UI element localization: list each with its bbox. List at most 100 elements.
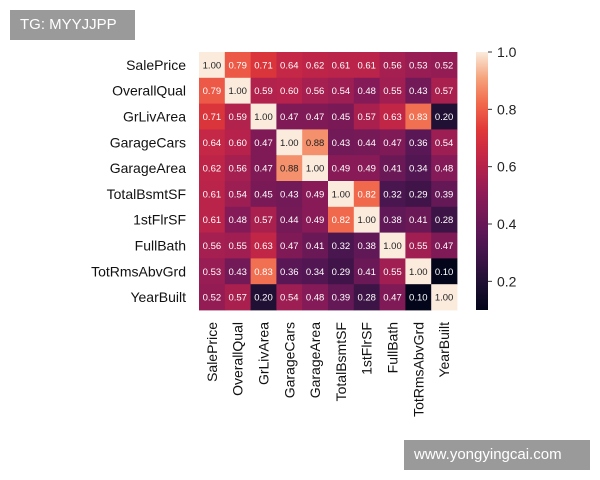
cell-value-label: 0.10 <box>435 267 454 278</box>
cell-value-label: 0.57 <box>435 86 454 97</box>
heatmap-cell <box>224 103 251 130</box>
colorbar-tick-label: 1.0 <box>497 44 517 60</box>
cell-value-label: 1.00 <box>306 164 325 175</box>
heatmap-cell <box>276 181 303 208</box>
heatmap-cell <box>353 284 380 311</box>
cell-value-label: 0.62 <box>306 60 325 71</box>
heatmap-cell <box>302 77 329 104</box>
cell-value-label: 0.45 <box>254 189 273 200</box>
cell-value-label: 0.47 <box>306 112 325 123</box>
cell-value-label: 0.49 <box>332 164 351 175</box>
heatmap-cell <box>250 284 277 311</box>
heatmap-cell <box>405 52 432 79</box>
cell-value-label: 0.48 <box>306 293 325 304</box>
heatmap-cell <box>224 155 251 182</box>
heatmap-cell <box>250 258 277 285</box>
cell-value-label: 0.54 <box>435 138 454 149</box>
heatmap-cell <box>431 232 458 259</box>
cell-value-label: 0.60 <box>280 86 299 97</box>
cell-value-label: 0.63 <box>254 241 273 252</box>
cell-value-label: 0.28 <box>435 215 454 226</box>
cell-value-label: 0.62 <box>203 164 222 175</box>
cell-value-label: 0.49 <box>306 189 325 200</box>
cell-value-label: 0.79 <box>228 60 247 71</box>
heatmap-cell <box>405 129 432 156</box>
cell-value-label: 0.41 <box>357 267 376 278</box>
cell-value-label: 0.88 <box>280 164 299 175</box>
heatmap-cell <box>431 103 458 130</box>
heatmap-cell <box>250 52 277 79</box>
cell-value-label: 0.44 <box>357 138 376 149</box>
heatmap-cell <box>405 284 432 311</box>
heatmap-cell <box>431 206 458 233</box>
heatmap-cell <box>405 232 432 259</box>
cell-value-label: 0.47 <box>383 293 402 304</box>
cell-value-label: 0.34 <box>409 164 428 175</box>
cell-value-label: 1.00 <box>280 138 299 149</box>
x-tick-label: SalePrice <box>204 322 220 382</box>
heatmap-cell <box>431 284 458 311</box>
cell-value-label: 0.59 <box>228 112 247 123</box>
heatmap-cell <box>379 206 406 233</box>
y-tick-label: GarageArea <box>110 160 186 176</box>
heatmap-cell <box>431 181 458 208</box>
heatmap-cell <box>353 129 380 156</box>
heatmap-cell <box>431 77 458 104</box>
cell-value-label: 0.64 <box>203 138 222 149</box>
heatmap-cell <box>353 77 380 104</box>
cell-value-label: 0.79 <box>203 86 222 97</box>
heatmap-cell <box>276 155 303 182</box>
cell-value-label: 0.55 <box>228 241 247 252</box>
cell-value-label: 0.48 <box>228 215 247 226</box>
heatmap-cell <box>328 206 355 233</box>
cell-value-label: 0.48 <box>435 164 454 175</box>
cell-value-label: 0.39 <box>435 189 454 200</box>
y-tick-label: GrLivArea <box>123 109 186 125</box>
heatmap-cell <box>199 232 226 259</box>
colorbar-tick-label: 0.4 <box>497 216 517 232</box>
heatmap-cell <box>276 52 303 79</box>
heatmap-cell <box>199 52 226 79</box>
cell-value-label: 0.61 <box>203 215 222 226</box>
cell-value-label: 0.56 <box>228 164 247 175</box>
cell-value-label: 1.00 <box>203 60 222 71</box>
heatmap-cell <box>250 206 277 233</box>
cell-value-label: 0.32 <box>383 189 402 200</box>
heatmap-cell <box>302 258 329 285</box>
heatmap-cell <box>379 52 406 79</box>
heatmap-cell <box>199 258 226 285</box>
heatmap-cell <box>379 129 406 156</box>
x-tick-label: GrLivArea <box>256 322 272 385</box>
cell-value-label: 0.43 <box>228 267 247 278</box>
x-tick-label: GarageArea <box>307 322 323 398</box>
heatmap-cell <box>405 206 432 233</box>
heatmap-cell <box>224 129 251 156</box>
heatmap-cell <box>302 181 329 208</box>
cell-value-label: 0.52 <box>203 293 222 304</box>
cell-value-label: 0.61 <box>332 60 351 71</box>
cell-value-label: 0.61 <box>357 60 376 71</box>
cell-value-label: 0.53 <box>409 60 428 71</box>
heatmap-cell <box>328 52 355 79</box>
cell-value-label: 0.61 <box>203 189 222 200</box>
heatmap-cell <box>199 155 226 182</box>
heatmap-cell <box>379 77 406 104</box>
cell-value-label: 0.49 <box>306 215 325 226</box>
heatmap-cell <box>353 258 380 285</box>
heatmap-cell <box>224 284 251 311</box>
cell-value-label: 0.55 <box>383 267 402 278</box>
heatmap-cell <box>302 103 329 130</box>
heatmap-cell <box>302 155 329 182</box>
heatmap-cell <box>302 284 329 311</box>
heatmap-cell <box>431 258 458 285</box>
heatmap-cell <box>379 181 406 208</box>
x-tick-label: 1stFlrSF <box>359 322 375 375</box>
cell-value-label: 0.10 <box>409 293 428 304</box>
colorbar-tick-label: 0.6 <box>497 159 517 175</box>
heatmap-cell <box>405 155 432 182</box>
colorbar <box>476 52 488 310</box>
cell-value-label: 0.71 <box>203 112 222 123</box>
cell-value-label: 0.43 <box>332 138 351 149</box>
y-tick-label: TotRmsAbvGrd <box>91 263 186 279</box>
heatmap-cell <box>353 181 380 208</box>
